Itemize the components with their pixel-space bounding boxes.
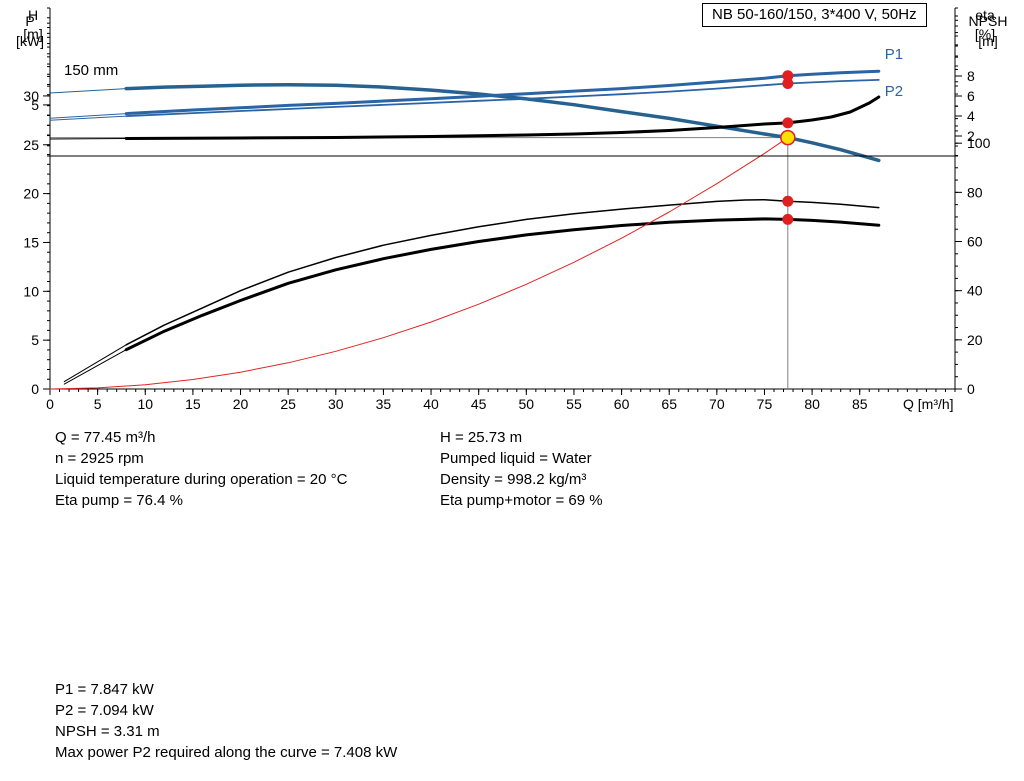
P1-leader	[49, 113, 127, 119]
tick-label: 60	[614, 396, 630, 412]
curve-marker	[782, 78, 794, 90]
density-value: Density = 998.2 kg/m³	[440, 471, 587, 488]
P2-label: P2	[885, 83, 903, 100]
tick-label: 55	[566, 396, 582, 412]
x-axis-label: Q [m³/h]	[903, 396, 954, 412]
NPSH	[124, 95, 881, 140]
y-right-axis-title: [%]	[975, 26, 995, 42]
tick-label: 30	[23, 88, 39, 104]
tick-label: 5	[31, 332, 39, 348]
duty-point[interactable]	[780, 129, 796, 146]
tick-label: 6	[967, 88, 975, 104]
y-right-axis-title: [m]	[978, 33, 997, 49]
tick-label: 0	[46, 396, 54, 412]
p2-value: P2 = 7.094 kW	[55, 702, 154, 719]
curve-marker	[782, 213, 794, 225]
tick-label: 0	[31, 381, 39, 397]
qh-efficiency-chart: 0 5 10 15 20 25 30 35 40 45 50 55 60 65 70 75 80 85 Q [m³/…	[23, 7, 995, 412]
power-npsh-chart: 5 2 4 6 8 P [kW] NPSH [m] P1 P2	[16, 13, 1008, 157]
eta-pump-motor-value: Eta pump+motor = 69 %	[440, 492, 603, 509]
impeller-size-label: 150 mm	[64, 62, 119, 79]
pump-model-title: NB 50-160/150, 3*400 V, 50Hz	[702, 3, 927, 27]
flow-value: Q = 77.45 m³/h	[55, 429, 156, 446]
tick-label: 25	[280, 396, 296, 412]
tick-label: 75	[757, 396, 773, 412]
duty-info-right-column: H = 25.73 m Pumped liquid = Water Densit…	[440, 427, 603, 511]
tick-label: 5	[31, 97, 39, 113]
tick-label: 30	[328, 396, 344, 412]
speed-value: n = 2925 rpm	[55, 450, 144, 467]
tick-label: 4	[967, 108, 975, 124]
tick-label: 2	[967, 128, 975, 144]
eta-pump	[125, 198, 880, 346]
curve-marker	[782, 117, 794, 129]
curve-marker	[782, 195, 794, 207]
tick-label: 0	[967, 381, 975, 397]
duty-info-left-column: Q = 77.45 m³/h n = 2925 rpm Liquid tempe…	[55, 427, 440, 511]
tick-label: 50	[519, 396, 535, 412]
P1	[124, 69, 881, 116]
power-info-block: P1 = 7.847 kW P2 = 7.094 kW NPSH = 3.31 …	[55, 679, 397, 763]
system-curve	[49, 137, 789, 390]
p1-value: P1 = 7.847 kW	[55, 681, 154, 698]
eta-pump-motor	[124, 217, 881, 352]
tick-label: 85	[852, 396, 868, 412]
eta-pump-value: Eta pump = 76.4 %	[55, 492, 183, 509]
eta-pump-leader	[63, 344, 127, 383]
liquid-temperature-value: Liquid temperature during operation = 20…	[55, 471, 348, 488]
P2-leader	[49, 115, 127, 121]
tick-label: 10	[137, 396, 153, 412]
eta-pump-motor-leader	[63, 349, 127, 385]
head-value: H = 25.73 m	[440, 429, 523, 446]
tick-label: 40	[423, 396, 439, 412]
H-curve-leader	[49, 88, 127, 94]
tick-label: 65	[661, 396, 677, 412]
tick-label: 40	[967, 283, 983, 299]
tick-label: 35	[376, 396, 392, 412]
tick-label: 20	[967, 332, 983, 348]
NPSH-leader	[49, 138, 127, 140]
y-left-axis-title: [kW]	[16, 33, 44, 49]
tick-label: 60	[967, 234, 983, 250]
y-right-axis-title: eta	[975, 7, 995, 23]
y-left-axis-title: H	[28, 7, 38, 23]
y-right-axis-title: NPSH	[969, 13, 1008, 29]
tick-label: 25	[23, 137, 39, 153]
duty-info-block: Q = 77.45 m³/h n = 2925 rpm Liquid tempe…	[55, 427, 603, 511]
tick-label: 70	[709, 396, 725, 412]
tick-label: 80	[804, 396, 820, 412]
tick-label: 100	[967, 135, 991, 151]
y-left-axis-title: [m]	[23, 26, 42, 42]
tick-label: 5	[94, 396, 102, 412]
max-power-note: Max power P2 required along the curve = …	[55, 744, 398, 761]
tick-label: 10	[23, 283, 39, 299]
tick-label: 20	[23, 186, 39, 202]
curve-marker	[782, 70, 794, 82]
P1-label: P1	[885, 46, 903, 63]
y-left-axis-title: P	[25, 13, 34, 29]
npsh-value: NPSH = 3.31 m	[55, 723, 160, 740]
tick-label: 20	[233, 396, 249, 412]
P2	[125, 79, 880, 117]
tick-label: 8	[967, 68, 975, 84]
pumped-liquid-value: Pumped liquid = Water	[440, 450, 592, 467]
tick-label: 15	[185, 396, 201, 412]
tick-label: 80	[967, 184, 983, 200]
tick-label: 15	[23, 234, 39, 250]
tick-label: 45	[471, 396, 487, 412]
